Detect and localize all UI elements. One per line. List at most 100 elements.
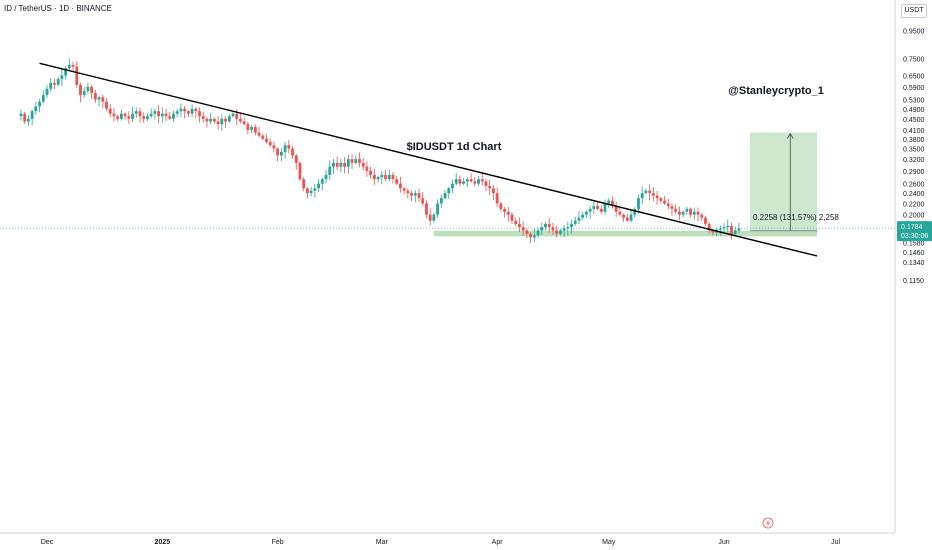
candle-body bbox=[391, 174, 395, 180]
candle-body bbox=[250, 126, 253, 130]
candle-body bbox=[287, 145, 291, 149]
candle-body bbox=[75, 66, 79, 85]
candle-body bbox=[23, 113, 27, 122]
overlay-labels: $IDUSDT 1d Chart @Stanleycrypto_1 0.2258 (… bbox=[407, 85, 839, 529]
price-tag-bg bbox=[897, 221, 932, 242]
price-tick-label: 0.4500 bbox=[903, 117, 925, 124]
candle-body bbox=[648, 190, 652, 194]
candle-body bbox=[689, 208, 692, 215]
price-axis[interactable]: 0.9500 0.7500 0.6500 0.5900 0.5300 0.4900 0.45… bbox=[894, 0, 932, 550]
candle-body bbox=[443, 193, 447, 199]
time-axis[interactable]: Dec 2025 Feb Mar Apr May Jun Jul bbox=[0, 532, 895, 546]
candle-body bbox=[343, 162, 346, 167]
candle-body bbox=[372, 174, 376, 180]
currency-label[interactable]: USDT bbox=[901, 4, 927, 18]
candle-body bbox=[406, 190, 410, 194]
candle-body bbox=[138, 111, 142, 117]
candle-body bbox=[704, 217, 707, 224]
candle-body bbox=[53, 82, 56, 85]
candle-body bbox=[205, 118, 209, 122]
candle-body bbox=[120, 113, 123, 119]
candle-body bbox=[640, 193, 644, 199]
price-tag-countdown: 03:30:06 bbox=[901, 233, 928, 240]
candle-body bbox=[413, 193, 417, 196]
candle-body bbox=[510, 214, 514, 221]
candle-body bbox=[257, 132, 261, 136]
candle-body bbox=[175, 111, 179, 114]
candle-body bbox=[678, 211, 681, 215]
candle-body bbox=[592, 206, 596, 209]
candle-body bbox=[629, 214, 633, 221]
candle-body bbox=[134, 111, 138, 114]
price-tick-label: 0.2900 bbox=[903, 169, 925, 176]
candle-body bbox=[127, 116, 131, 119]
candle-body bbox=[235, 113, 239, 119]
candle-body bbox=[86, 86, 90, 91]
candle-body bbox=[253, 126, 257, 133]
candle-body bbox=[622, 214, 625, 218]
time-tick-label: Jun bbox=[718, 539, 729, 546]
candle-body bbox=[473, 181, 477, 184]
candle-body bbox=[354, 159, 358, 163]
candle-body bbox=[131, 113, 134, 119]
candle-body bbox=[82, 90, 86, 96]
candle-body bbox=[313, 188, 317, 191]
candle-body bbox=[27, 118, 30, 122]
candle-body bbox=[209, 118, 213, 122]
candle-body bbox=[447, 188, 451, 194]
candle-body bbox=[79, 84, 82, 96]
candle-body bbox=[41, 95, 45, 102]
candle-body bbox=[30, 111, 34, 119]
candle-body bbox=[302, 179, 306, 189]
candle-body bbox=[547, 223, 551, 228]
time-tick-label: May bbox=[602, 539, 616, 546]
candle-body bbox=[216, 121, 220, 125]
trendline bbox=[39, 62, 818, 257]
candle-body bbox=[536, 230, 540, 236]
candle-body bbox=[272, 145, 276, 149]
candle-body bbox=[532, 235, 536, 238]
candle-body bbox=[276, 148, 280, 156]
candle-body bbox=[179, 108, 183, 112]
candle-body bbox=[480, 179, 484, 182]
candle-body bbox=[730, 225, 733, 234]
candle-body bbox=[737, 228, 741, 231]
candle-body bbox=[399, 183, 402, 189]
lightning-icon[interactable] bbox=[762, 517, 774, 529]
candle-body bbox=[346, 159, 350, 167]
candle-body bbox=[685, 208, 689, 212]
candle-body bbox=[562, 228, 566, 231]
author-handle: @Stanleycrypto_1 bbox=[728, 85, 824, 97]
candle-body bbox=[607, 200, 611, 204]
candle-body bbox=[421, 198, 425, 204]
price-tick-label: 0.7500 bbox=[903, 56, 925, 63]
candle-body bbox=[309, 190, 313, 194]
price-tick-label: 0.2600 bbox=[903, 182, 925, 189]
candle-body bbox=[722, 227, 726, 229]
candle-body bbox=[659, 198, 663, 201]
candle-body bbox=[242, 121, 246, 125]
candle-body bbox=[469, 179, 473, 182]
time-tick-label: Apr bbox=[492, 539, 504, 546]
candle-body bbox=[495, 193, 499, 204]
candle-body bbox=[670, 206, 674, 209]
candle-body bbox=[518, 223, 521, 228]
candle-body bbox=[38, 101, 41, 107]
candle-body bbox=[711, 230, 715, 233]
candle-body bbox=[365, 166, 369, 171]
candle-body bbox=[700, 214, 704, 218]
candle-body bbox=[633, 208, 637, 215]
candle-body bbox=[149, 113, 153, 117]
candle-body bbox=[60, 75, 64, 80]
candle-body bbox=[123, 113, 127, 117]
candle-body bbox=[577, 217, 581, 221]
candle-body bbox=[733, 230, 737, 234]
candle-body bbox=[198, 111, 201, 117]
candle-body bbox=[265, 138, 268, 142]
candle-body bbox=[339, 162, 343, 167]
candle-body bbox=[90, 86, 94, 93]
candle-body bbox=[603, 203, 607, 212]
candle-body bbox=[674, 208, 678, 212]
